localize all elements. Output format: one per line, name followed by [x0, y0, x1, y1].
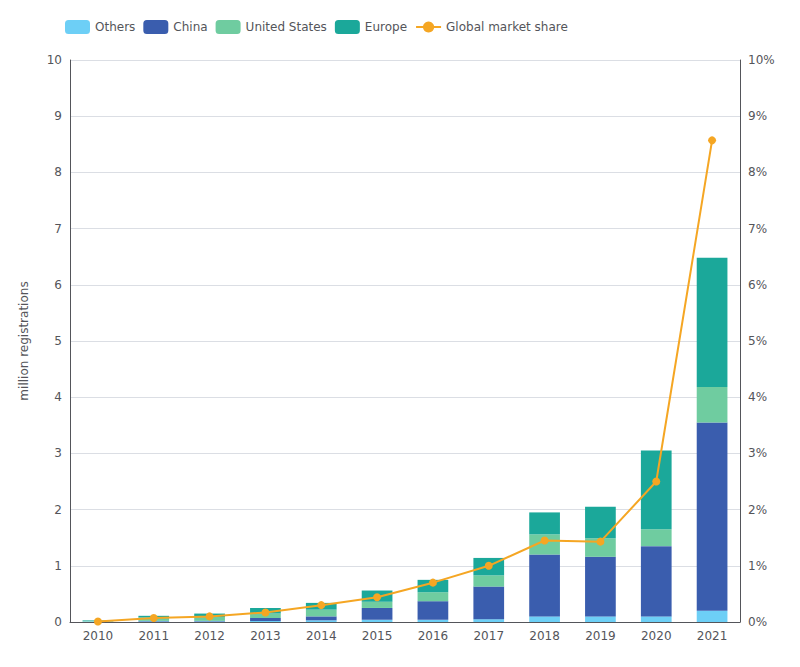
svg-text:Europe: Europe	[365, 20, 407, 34]
svg-text:2010: 2010	[83, 629, 114, 643]
svg-text:China: China	[173, 20, 207, 34]
svg-text:10: 10	[47, 53, 62, 67]
svg-text:0: 0	[54, 615, 62, 629]
svg-text:United States: United States	[246, 20, 327, 34]
svg-text:2%: 2%	[748, 503, 767, 517]
svg-text:1%: 1%	[748, 559, 767, 573]
svg-text:6%: 6%	[748, 278, 767, 292]
svg-text:1: 1	[54, 559, 62, 573]
svg-text:2012: 2012	[194, 629, 225, 643]
svg-text:2: 2	[54, 503, 62, 517]
svg-text:2018: 2018	[529, 629, 560, 643]
svg-text:2013: 2013	[250, 629, 281, 643]
svg-text:million registrations: million registrations	[17, 281, 31, 400]
svg-text:10%: 10%	[748, 53, 775, 67]
svg-text:Others: Others	[95, 20, 135, 34]
svg-text:2014: 2014	[306, 629, 337, 643]
svg-text:7%: 7%	[748, 222, 767, 236]
svg-text:0%: 0%	[748, 615, 767, 629]
svg-text:2016: 2016	[418, 629, 449, 643]
svg-text:9%: 9%	[748, 109, 767, 123]
svg-text:5: 5	[54, 334, 62, 348]
svg-text:6: 6	[54, 278, 62, 292]
svg-text:2021: 2021	[697, 629, 728, 643]
svg-text:8: 8	[54, 165, 62, 179]
svg-text:2015: 2015	[362, 629, 393, 643]
svg-text:Global market share: Global market share	[446, 20, 568, 34]
svg-text:4%: 4%	[748, 390, 767, 404]
svg-text:7: 7	[54, 222, 62, 236]
svg-text:2011: 2011	[138, 629, 169, 643]
svg-text:3%: 3%	[748, 446, 767, 460]
svg-text:2017: 2017	[473, 629, 504, 643]
svg-text:2020: 2020	[641, 629, 672, 643]
svg-text:3: 3	[54, 446, 62, 460]
svg-text:5%: 5%	[748, 334, 767, 348]
svg-text:2019: 2019	[585, 629, 616, 643]
svg-text:9: 9	[54, 109, 62, 123]
svg-text:8%: 8%	[748, 165, 767, 179]
svg-text:4: 4	[54, 390, 62, 404]
